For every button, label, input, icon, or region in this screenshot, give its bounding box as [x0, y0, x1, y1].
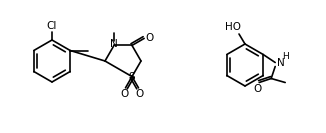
Text: H: H [282, 52, 289, 61]
Text: N: N [277, 59, 285, 68]
Text: S: S [129, 72, 135, 82]
Text: O: O [135, 89, 144, 99]
Text: O: O [145, 33, 153, 43]
Text: O: O [253, 84, 261, 93]
Text: HO: HO [225, 22, 241, 32]
Text: O: O [120, 89, 129, 99]
Text: N: N [110, 39, 118, 49]
Text: Cl: Cl [47, 21, 57, 31]
